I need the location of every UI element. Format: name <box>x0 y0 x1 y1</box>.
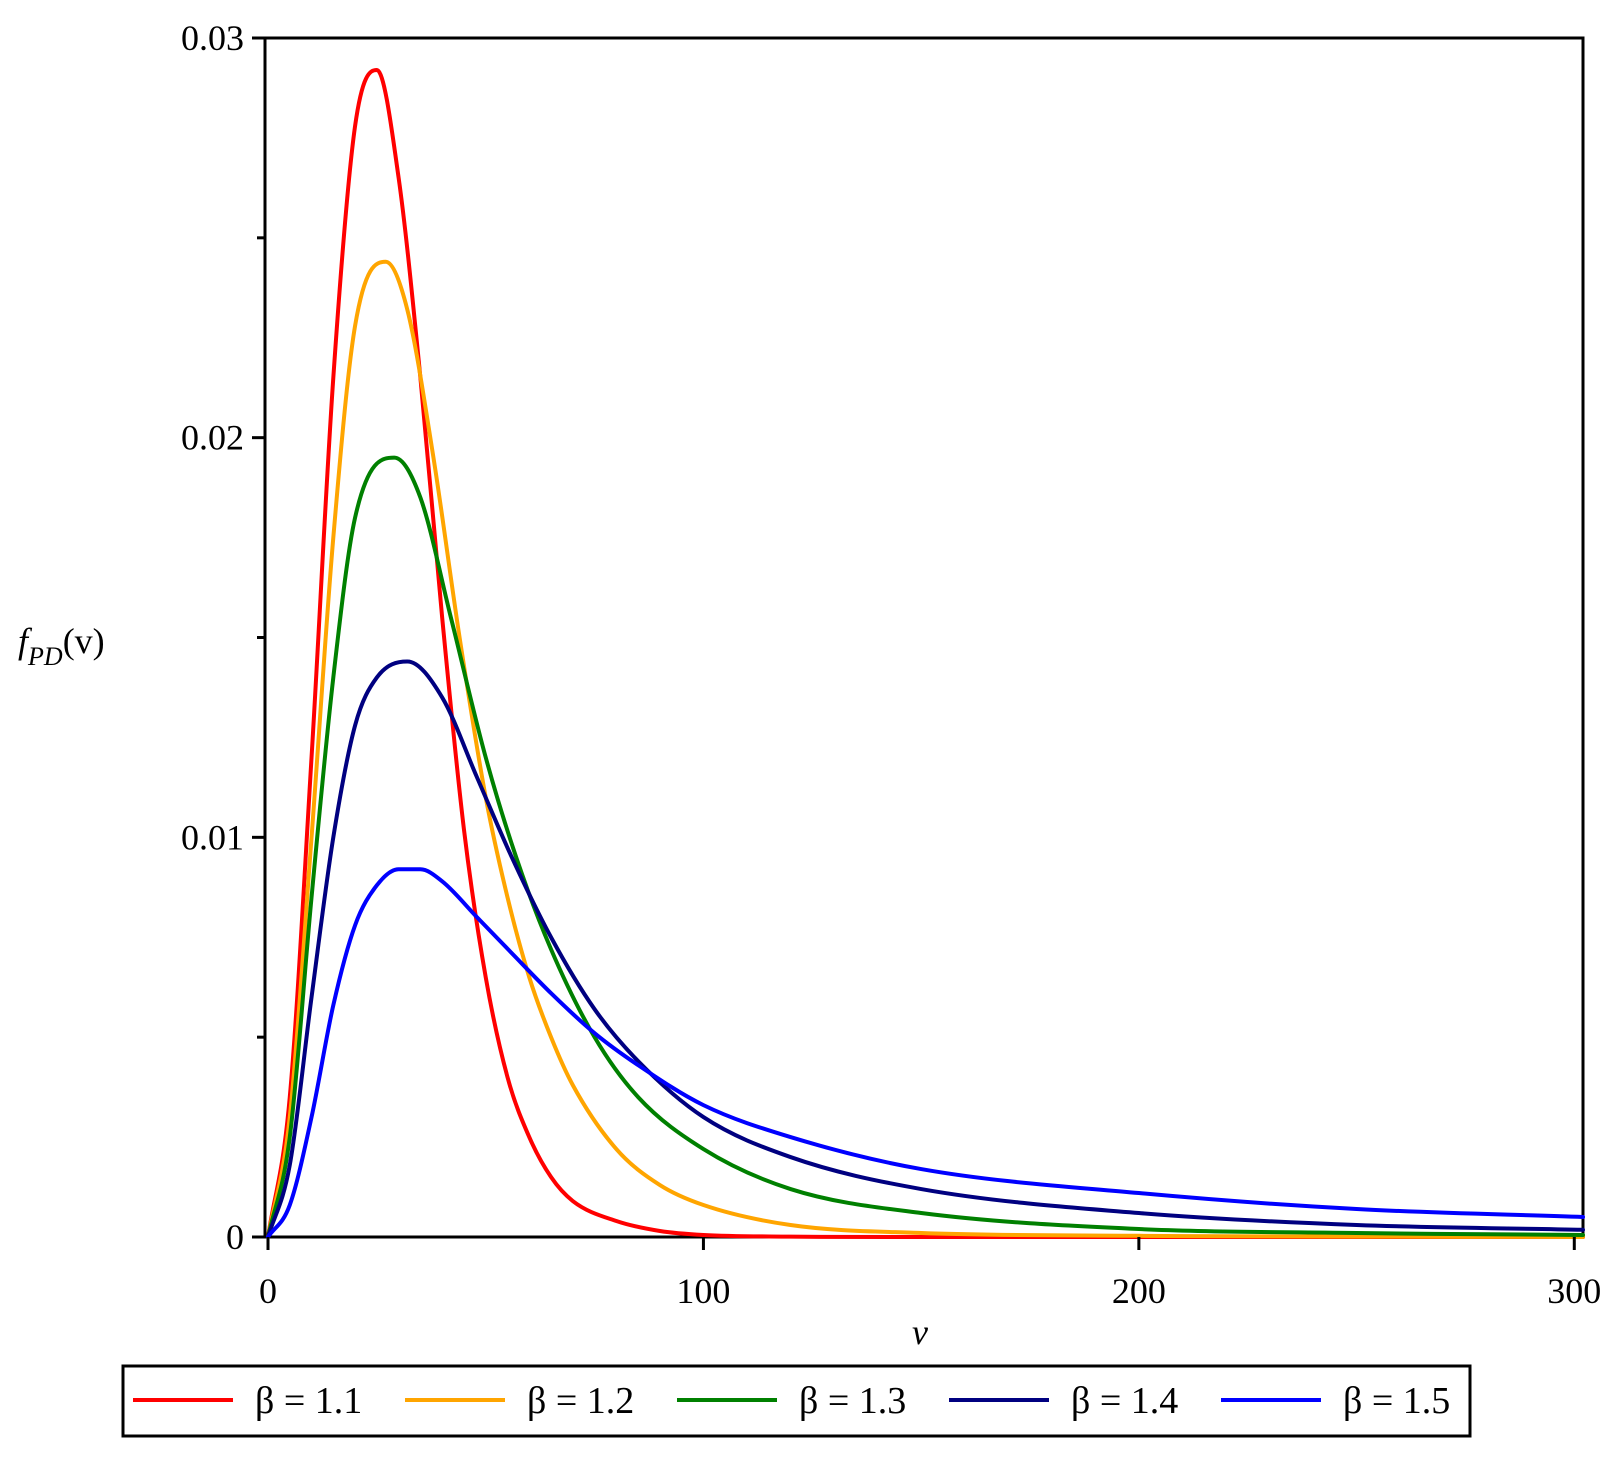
y-tick-label-0: 0 <box>226 1217 244 1257</box>
x-axis-label: v <box>912 1312 928 1352</box>
y-tick-label-1: 0.01 <box>181 817 244 857</box>
x-tick-label-3: 300 <box>1547 1271 1601 1311</box>
series-line-1 <box>266 67 1585 1240</box>
y-tick-label-2: 0.02 <box>181 418 244 458</box>
legend-label-4: β = 1.4 <box>1071 1380 1178 1422</box>
y-axis-label: fPD(v) <box>18 621 105 671</box>
series-line-2 <box>266 259 1585 1239</box>
legend-label-1: β = 1.1 <box>255 1380 362 1422</box>
legend-label-3: β = 1.3 <box>799 1380 906 1422</box>
tick-layer: 0 0.01 0.02 0.03 0 100 200 300 <box>181 18 1601 1311</box>
plot-frame <box>263 36 1585 1239</box>
y-axis-label-sub: PD <box>27 642 63 671</box>
series-line-3 <box>266 455 1585 1239</box>
y-axis-label-arg: (v) <box>63 621 105 661</box>
series-layer <box>266 67 1585 1240</box>
x-tick-label-1: 100 <box>676 1271 730 1311</box>
series-line-4 <box>266 659 1585 1239</box>
legend-label-5: β = 1.5 <box>1343 1380 1450 1422</box>
y-tick-label-3: 0.03 <box>181 18 244 58</box>
x-tick-label-2: 200 <box>1112 1271 1166 1311</box>
series-line-5 <box>266 867 1585 1239</box>
legend-label-2: β = 1.2 <box>527 1380 634 1422</box>
legend: β = 1.1 β = 1.2 β = 1.3 β = 1.4 β = 1.5 <box>133 1380 1450 1422</box>
x-tick-label-0: 0 <box>259 1271 277 1311</box>
